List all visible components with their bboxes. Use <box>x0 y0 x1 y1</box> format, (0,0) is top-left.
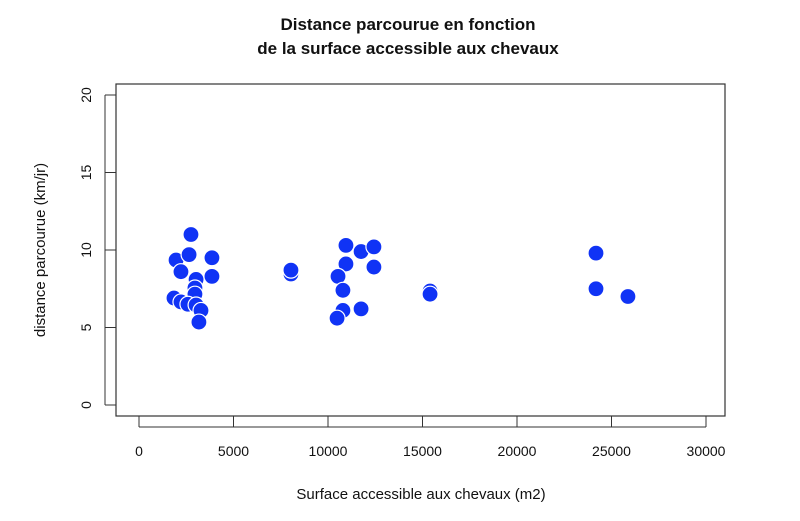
data-point <box>619 287 637 306</box>
x-axis: 0 5000 10000 15000 20000 25000 30000 <box>135 416 726 459</box>
x-tick-label: 10000 <box>309 443 348 459</box>
x-tick-label: 20000 <box>498 443 537 459</box>
data-point <box>282 261 300 279</box>
x-tick-label: 0 <box>135 443 143 459</box>
data-point <box>587 280 605 298</box>
data-point <box>334 281 352 299</box>
x-tick-label: 5000 <box>218 443 249 459</box>
y-tick-label: 10 <box>78 242 94 258</box>
x-tick-label: 15000 <box>403 443 442 459</box>
data-point <box>203 249 221 267</box>
data-point <box>337 236 355 254</box>
y-tick-label: 15 <box>78 165 94 181</box>
data-points <box>165 225 637 331</box>
plot-frame <box>115 83 726 417</box>
y-tick-label: 5 <box>78 323 94 331</box>
data-point <box>172 263 190 281</box>
data-point <box>328 309 346 327</box>
data-point <box>587 244 605 262</box>
x-tick-label: 30000 <box>687 443 726 459</box>
data-point <box>190 313 208 331</box>
chart-title-line-2: de la surface accessible aux chevaux <box>257 39 559 58</box>
data-point <box>365 258 383 276</box>
x-tick-label: 25000 <box>592 443 631 459</box>
y-axis: 0 5 10 15 20 <box>78 87 116 409</box>
chart-title-line-1: Distance parcourue en fonction <box>280 15 536 34</box>
x-axis-label: Surface accessible aux chevaux (m2) <box>296 486 545 503</box>
data-point <box>180 246 198 264</box>
data-point <box>421 285 439 303</box>
y-tick-label: 20 <box>78 87 94 103</box>
data-point <box>203 267 221 285</box>
y-tick-label: 0 <box>78 401 94 409</box>
data-point <box>182 225 200 244</box>
data-point <box>365 238 383 256</box>
y-axis-label: distance parcourue (km/jr) <box>32 163 49 337</box>
data-point <box>352 300 370 318</box>
data-point <box>337 255 355 273</box>
